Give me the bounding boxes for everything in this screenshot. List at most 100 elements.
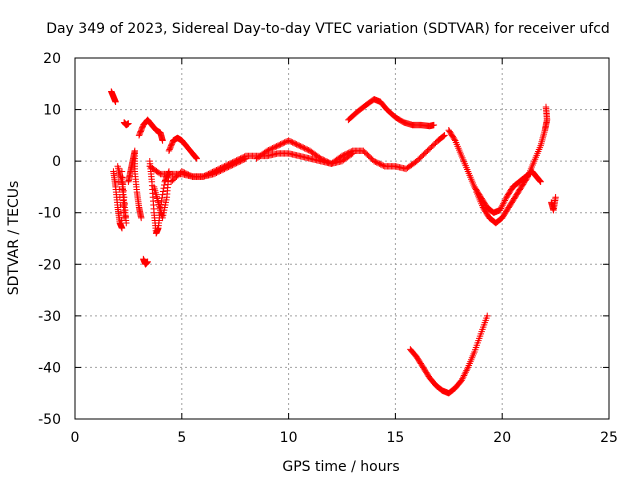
data-point (160, 181, 168, 189)
y-tick-label: -10 (38, 206, 61, 222)
data-point (304, 146, 311, 153)
series-arc-16 (407, 312, 491, 397)
data-point (305, 146, 312, 154)
data-point (269, 145, 276, 152)
y-axis-label: SDTVAR / TECUs (6, 181, 22, 296)
data-point (119, 191, 127, 198)
data-point (277, 141, 284, 148)
data-point (460, 372, 468, 379)
series-arc-6 (140, 255, 151, 268)
data-point (500, 200, 507, 207)
data-point (238, 157, 246, 164)
data-point (324, 158, 331, 165)
data-point (125, 120, 132, 127)
series-arc-4 (125, 147, 145, 222)
data-point (120, 203, 127, 210)
data-point (451, 136, 458, 143)
data-point (159, 188, 167, 195)
data-point (292, 140, 299, 147)
x-axis-label: GPS time / hours (282, 459, 399, 475)
data-point (288, 138, 295, 146)
data-point (317, 155, 324, 162)
data-point (459, 375, 466, 382)
data-point (537, 178, 544, 185)
data-point (266, 146, 274, 153)
data-point (223, 164, 231, 171)
x-tick-label: 15 (386, 430, 404, 446)
data-point (285, 137, 292, 144)
data-point (316, 154, 323, 161)
data-point (276, 141, 283, 149)
series-arc-8 (165, 134, 200, 162)
data-point (300, 144, 307, 151)
data-point (193, 154, 200, 162)
data-point (298, 143, 306, 151)
data-point (158, 194, 166, 202)
plot-border (74, 57, 610, 420)
data-point (378, 161, 386, 169)
data-point (159, 191, 166, 198)
data-point (377, 161, 384, 168)
series-arc-14 (473, 103, 551, 227)
x-tick-label: 20 (493, 430, 511, 446)
data-point (262, 148, 270, 155)
data-point (440, 132, 447, 140)
data-point (229, 161, 236, 169)
data-point (289, 139, 296, 146)
data-point (318, 156, 326, 163)
data-point (462, 369, 469, 376)
data-point (178, 168, 185, 175)
data-point (301, 145, 308, 152)
data-point (348, 151, 355, 158)
data-point (160, 185, 167, 192)
series-arc-2 (110, 163, 130, 232)
data-point (500, 198, 508, 206)
data-point (373, 159, 380, 166)
data-point (536, 177, 543, 184)
data-point (441, 132, 448, 139)
data-point (158, 197, 165, 205)
x-tick-label: 5 (177, 430, 186, 446)
data-point (122, 213, 129, 220)
data-point (241, 156, 248, 163)
data-point (499, 202, 506, 209)
data-point (282, 138, 290, 146)
data-point (349, 150, 356, 157)
data-point (278, 140, 286, 147)
y-tick-label: 10 (43, 103, 61, 119)
data-point (380, 162, 387, 169)
x-tick-label: 0 (71, 430, 80, 446)
data-point (118, 224, 126, 232)
data-point (497, 205, 505, 212)
x-tick-label: 10 (280, 430, 298, 446)
data-point (242, 155, 250, 162)
data-point (237, 157, 244, 165)
data-point (461, 370, 469, 378)
data-point (210, 170, 218, 178)
data-point (439, 133, 447, 140)
data-point (502, 195, 509, 203)
data-point (376, 160, 383, 167)
data-point (227, 162, 235, 169)
data-point (119, 179, 126, 187)
data-point (233, 159, 240, 167)
y-tick-label: -20 (38, 257, 61, 273)
data-point (215, 168, 223, 175)
data-point (119, 185, 126, 193)
data-point (185, 171, 192, 178)
data-point (118, 168, 126, 175)
series-arc-11 (167, 155, 250, 185)
data-point (374, 159, 382, 167)
data-point (120, 214, 128, 222)
y-tick-label: -40 (38, 360, 61, 376)
data-point (192, 154, 199, 161)
tick-labels: 0 5 10 15 20 25 20 10 0 -10 -20 -30 -40 -50 (38, 51, 618, 446)
x-tick-label: 25 (600, 430, 618, 446)
data-point (523, 174, 531, 182)
y-tick-label: 0 (52, 154, 61, 170)
data-point (458, 377, 465, 384)
series-arc-5 (135, 116, 166, 144)
data-point (150, 183, 158, 191)
data-point (183, 170, 191, 178)
